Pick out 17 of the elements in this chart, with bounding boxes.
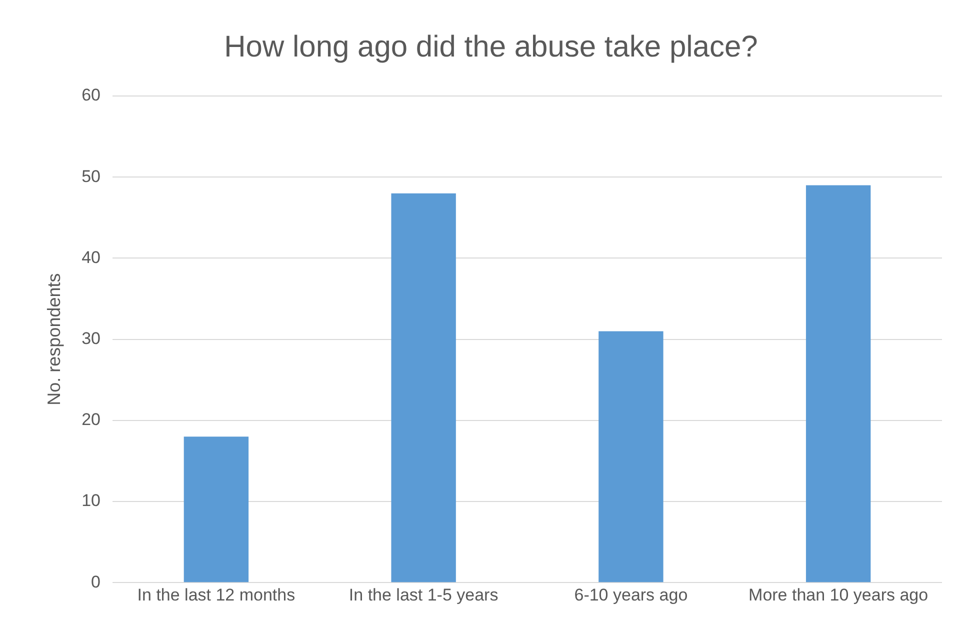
chart-title: How long ago did the abuse take place?	[224, 30, 758, 64]
y-tick-label: 40	[82, 248, 101, 267]
bar	[184, 436, 249, 582]
y-tick-label: 0	[91, 572, 101, 592]
y-tick-label: 50	[82, 166, 101, 186]
y-tick-label: 10	[82, 491, 101, 510]
bar	[806, 185, 871, 582]
y-tick-label: 30	[82, 328, 101, 348]
x-tick-label: In the last 12 months	[137, 585, 296, 604]
x-tick-label: In the last 1-5 years	[348, 585, 498, 604]
x-tick-label: More than 10 years ago	[748, 585, 928, 604]
y-axis-title: No. respondents	[44, 273, 64, 406]
y-tick-label: 20	[82, 410, 101, 430]
y-tick-label: 60	[82, 86, 101, 105]
x-tick-label: 6-10 years ago	[574, 585, 688, 604]
bar	[391, 193, 456, 582]
bar	[598, 331, 664, 582]
